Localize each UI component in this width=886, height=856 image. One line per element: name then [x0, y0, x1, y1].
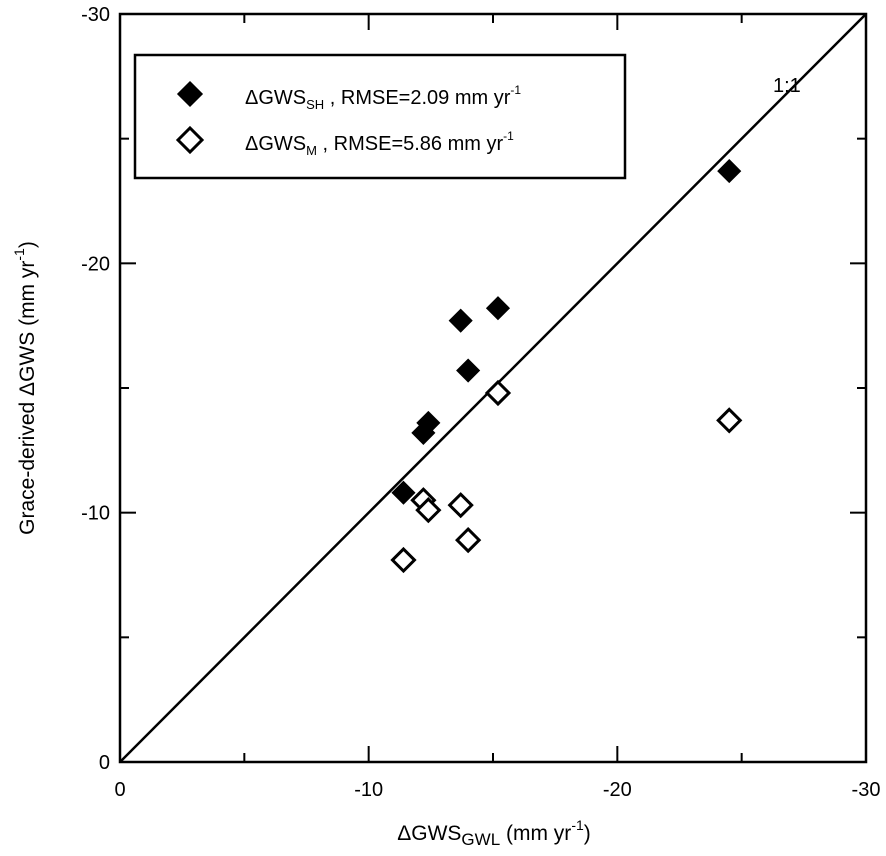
legend-label-m: ΔGWSM , RMSE=5.86 mm yr-1: [245, 129, 514, 158]
x-axis-title: ΔGWSGWL (mm yr-1): [397, 817, 591, 849]
data-point-m: [447, 492, 474, 519]
x-tick-label: -10: [354, 779, 383, 801]
data-point-sh: [416, 410, 441, 435]
plot-layer: 0 -10 -20 -30 0 -10 -20 -30: [81, 4, 880, 801]
x-tick-label: 0: [114, 779, 125, 801]
legend: ΔGWSSH , RMSE=2.09 mm yr-1 ΔGWSM , RMSE=…: [133, 53, 627, 180]
data-point-sh: [448, 308, 473, 333]
y-tick-label: 0: [99, 752, 110, 774]
data-point-m: [484, 379, 512, 407]
data-point-sh: [456, 358, 481, 383]
legend-marker-filled-diamond: [176, 80, 204, 108]
data-point-sh: [391, 480, 416, 505]
data-point-sh: [717, 159, 742, 184]
y-tick-label: -30: [81, 4, 110, 26]
data-point-sh: [485, 296, 511, 321]
x-tick-label: -30: [852, 779, 881, 801]
reference-line-label: 1:1: [773, 75, 801, 97]
legend-label-sh: ΔGWSSH , RMSE=2.09 mm yr-1: [245, 83, 521, 112]
legend-marker-open-diamond: [175, 125, 205, 155]
y-tick-label: -10: [81, 503, 110, 525]
data-point-m: [716, 407, 743, 434]
y-axis-title: Grace-derived ΔGWS (mm yr-1): [11, 241, 39, 535]
data-point-m: [455, 526, 482, 554]
data-point-m: [390, 546, 417, 574]
x-tick-label: -20: [603, 779, 632, 801]
data-point-m: [415, 497, 442, 524]
legend-box: [133, 53, 627, 180]
y-tick-label: -20: [81, 253, 110, 275]
